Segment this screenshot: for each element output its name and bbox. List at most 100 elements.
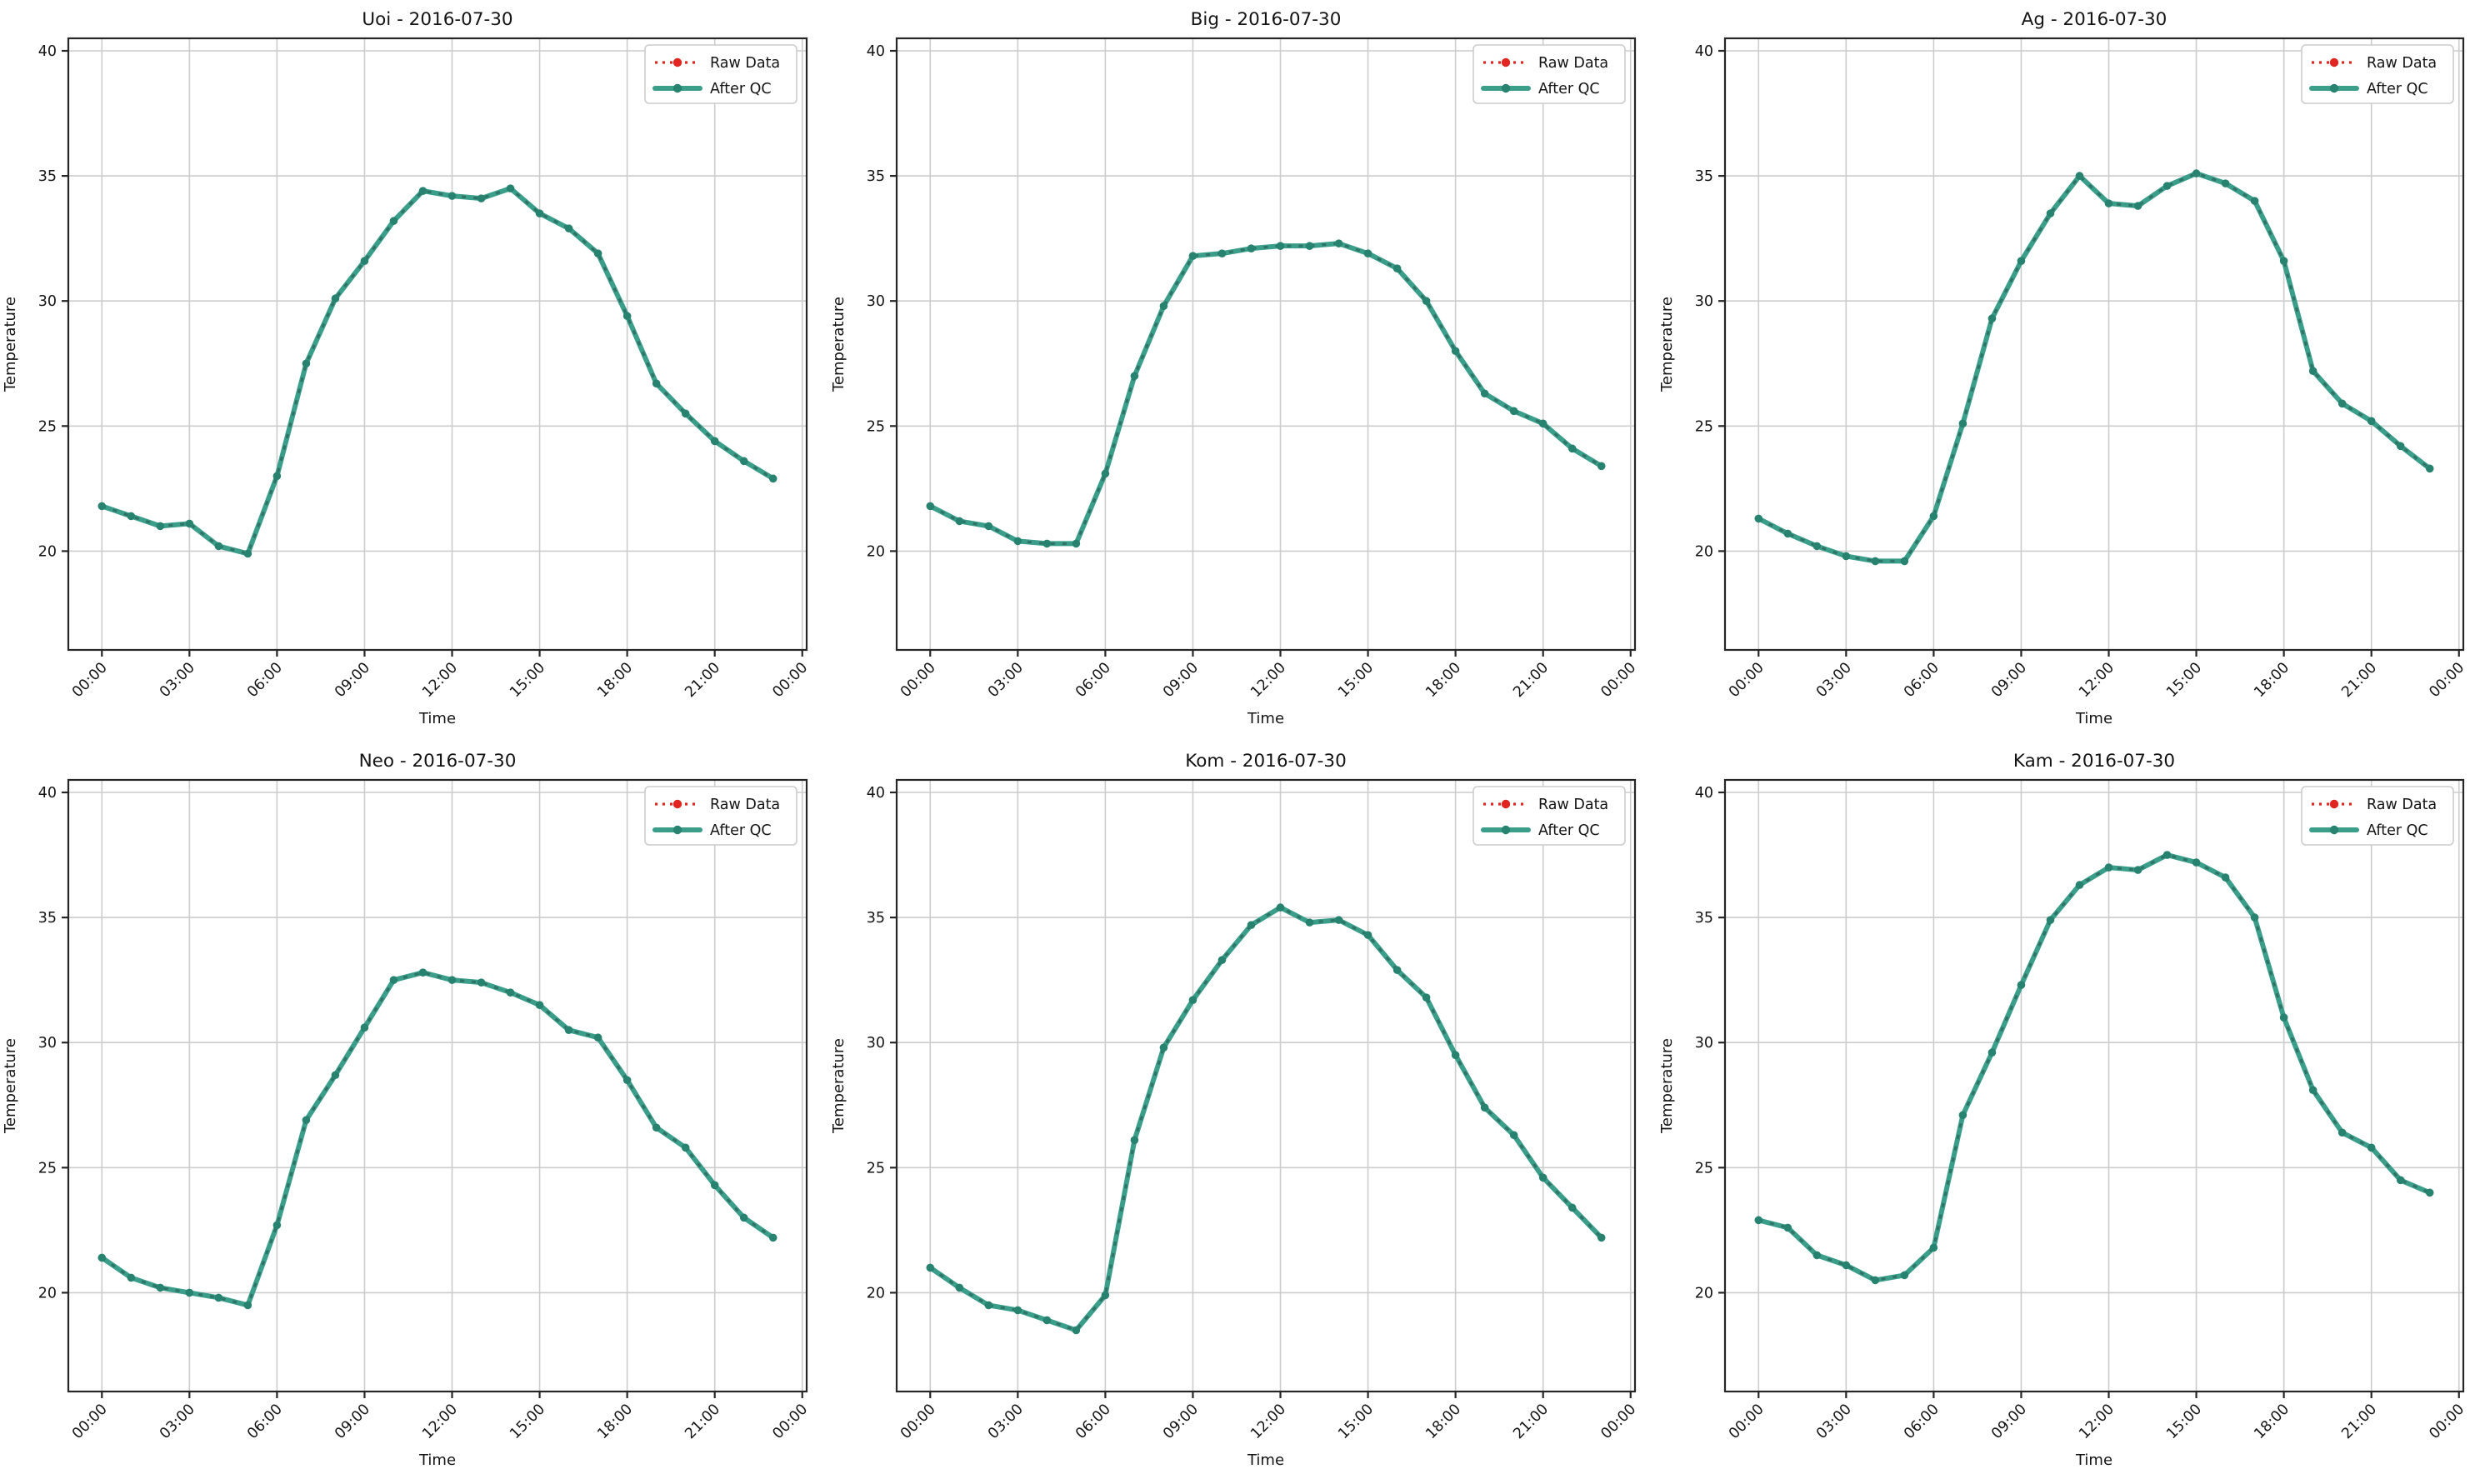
svg-text:20: 20 — [38, 1285, 57, 1302]
after-qc-markers — [98, 184, 778, 558]
x-axis-label: Time — [418, 1452, 456, 1469]
legend-qc-marker — [2329, 825, 2339, 835]
gridlines — [897, 38, 1635, 650]
plot-background — [1657, 742, 2485, 1483]
legend-raw-marker — [1501, 799, 1511, 809]
svg-text:30: 30 — [867, 293, 885, 310]
legend-qc-marker — [1501, 825, 1511, 835]
y-tick-labels: 20 25 30 35 40 — [38, 785, 57, 1302]
y-axis-label: Temperature — [2, 297, 19, 392]
axes-spines — [1723, 37, 2465, 652]
legend-label-qc: After QC — [710, 81, 772, 97]
svg-text:20: 20 — [867, 1285, 885, 1302]
legend-qc-marker — [2329, 83, 2339, 93]
axes-spines — [895, 778, 1637, 1393]
x-axis-label: Time — [1247, 710, 1284, 727]
y-tick-labels: 20 25 30 35 40 — [1695, 43, 1713, 560]
svg-text:30: 30 — [867, 1035, 885, 1052]
svg-text:35: 35 — [38, 168, 57, 185]
legend: Raw Data After QC — [2301, 44, 2454, 104]
axes-spines — [67, 37, 808, 652]
tick-marks — [1718, 791, 2460, 1398]
chart-cell-neo: 20 25 30 35 40 00:00 03:00 06:00 09:00 12:00 15:00… — [0, 742, 828, 1483]
svg-text:30: 30 — [1695, 1035, 1713, 1052]
raw-data-overlay-dots — [929, 242, 1602, 546]
legend: Raw Data After QC — [1472, 44, 1626, 104]
svg-text:35: 35 — [1695, 910, 1713, 927]
y-axis-label: Temperature — [1658, 1038, 1676, 1134]
y-tick-labels: 20 25 30 35 40 — [1695, 785, 1713, 1302]
chart-cell-ag: 20 25 30 35 40 00:00 03:00 06:00 09:00 12:00 15:00… — [1657, 0, 2485, 742]
svg-text:20: 20 — [867, 543, 885, 560]
svg-text:30: 30 — [1695, 293, 1713, 310]
svg-text:25: 25 — [1695, 418, 1713, 435]
legend-qc-marker — [672, 825, 682, 835]
plot-background — [828, 742, 1657, 1483]
legend-label-qc: After QC — [1538, 822, 1600, 839]
legend-label-raw: Raw Data — [710, 797, 780, 813]
legend-qc-marker — [672, 83, 682, 93]
raw-data-overlay-dots — [1758, 172, 2431, 563]
legend-raw-marker — [2329, 799, 2339, 809]
svg-text:20: 20 — [38, 543, 57, 560]
gridlines — [1725, 38, 2463, 650]
x-axis-label: Time — [418, 710, 456, 727]
legend: Raw Data After QC — [644, 786, 798, 846]
legend-label-qc: After QC — [2367, 81, 2428, 97]
legend: Raw Data After QC — [2301, 786, 2454, 846]
y-tick-labels: 20 25 30 35 40 — [38, 43, 57, 560]
plot-background — [0, 0, 828, 742]
legend-label-raw: Raw Data — [1538, 55, 1608, 72]
y-axis-label: Temperature — [1658, 297, 1676, 392]
after-qc-markers — [1754, 169, 2434, 566]
chart-title: Kam - 2016-07-30 — [2013, 751, 2175, 772]
legend-label-raw: Raw Data — [710, 55, 780, 72]
svg-text:20: 20 — [1695, 1285, 1713, 1302]
svg-text:40: 40 — [867, 43, 885, 60]
legend-label-raw: Raw Data — [2367, 797, 2437, 813]
chart-cell-uoi: 20 25 30 35 40 00:00 03:00 06:00 09:00 12:00 15:00… — [0, 0, 828, 742]
svg-text:20: 20 — [1695, 543, 1713, 560]
tick-marks — [890, 791, 1632, 1398]
svg-text:40: 40 — [1695, 785, 1713, 802]
chart-title: Kom - 2016-07-30 — [1185, 751, 1347, 772]
legend: Raw Data After QC — [1472, 786, 1626, 846]
y-tick-labels: 20 25 30 35 40 — [867, 785, 885, 1302]
svg-text:40: 40 — [38, 43, 57, 60]
legend-label-qc: After QC — [2367, 822, 2428, 839]
axes-spines — [1723, 778, 2465, 1393]
axes-spines — [895, 37, 1637, 652]
svg-text:35: 35 — [867, 168, 885, 185]
svg-text:35: 35 — [1695, 168, 1713, 185]
legend: Raw Data After QC — [644, 44, 798, 104]
chart-title: Big - 2016-07-30 — [1191, 9, 1342, 30]
after-qc-markers — [926, 903, 1606, 1335]
plot-background — [1657, 0, 2485, 742]
svg-text:30: 30 — [38, 1035, 57, 1052]
gridlines — [68, 780, 807, 1392]
y-axis-label: Temperature — [830, 1038, 848, 1134]
raw-data-overlay-dots — [929, 906, 1602, 1332]
svg-text:25: 25 — [38, 1160, 57, 1177]
plot-background — [828, 0, 1657, 742]
y-axis-label: Temperature — [2, 1038, 19, 1134]
x-axis-label: Time — [2075, 1452, 2112, 1469]
legend-label-qc: After QC — [1538, 81, 1600, 97]
after-qc-markers — [98, 968, 778, 1310]
legend-label-qc: After QC — [710, 822, 772, 839]
svg-text:40: 40 — [1695, 43, 1713, 60]
tick-marks — [62, 49, 803, 657]
y-axis-label: Temperature — [830, 297, 848, 392]
tick-marks — [890, 49, 1632, 657]
plot-background — [0, 742, 828, 1483]
legend-raw-marker — [1501, 57, 1511, 67]
svg-text:40: 40 — [38, 785, 57, 802]
after-qc-markers — [1754, 851, 2434, 1285]
legend-label-raw: Raw Data — [1538, 797, 1608, 813]
tick-marks — [1718, 49, 2460, 657]
